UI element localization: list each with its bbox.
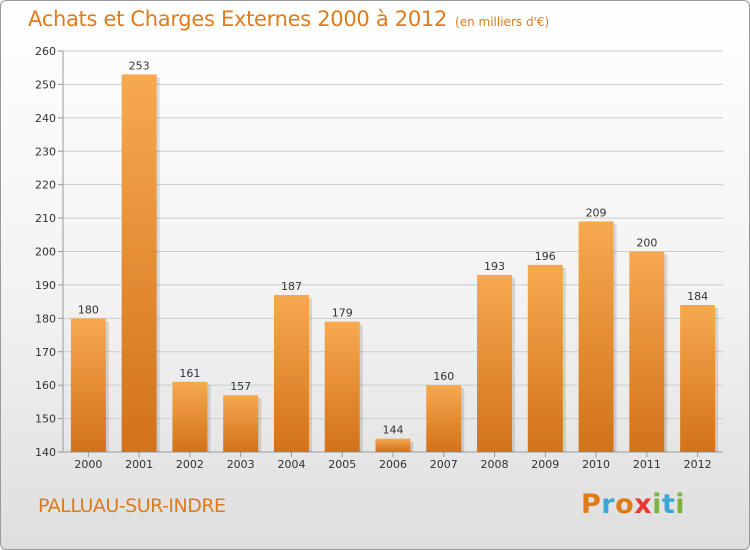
bar-2011[interactable] xyxy=(629,251,665,453)
x-tick-label-2004: 2004 xyxy=(277,458,305,471)
grid-layer xyxy=(63,50,723,453)
logo-letter: i xyxy=(675,489,686,520)
place-name: PALLUAU-SUR-INDRE xyxy=(38,495,226,517)
x-tick-label-2011: 2011 xyxy=(633,458,661,471)
y-tick-label-260: 260 xyxy=(35,45,56,58)
axis-layer: 140 150 160 170 180 190 200 210 220 230 240 250 260 2… xyxy=(35,45,723,471)
bar-2006[interactable] xyxy=(375,438,411,452)
data-label-2012: 184 xyxy=(687,290,708,303)
y-tick-label-190: 190 xyxy=(35,279,56,292)
x-tick-label-2001: 2001 xyxy=(125,458,153,471)
y-tick-label-210: 210 xyxy=(35,212,56,225)
x-tick-label-2010: 2010 xyxy=(582,458,610,471)
data-label-2004: 187 xyxy=(281,280,302,293)
bar-2002[interactable] xyxy=(172,381,208,452)
bar-2009[interactable] xyxy=(527,264,563,452)
bar-2004[interactable] xyxy=(273,294,309,452)
x-tick-label-2009: 2009 xyxy=(531,458,559,471)
data-label-2010: 209 xyxy=(586,206,607,219)
x-tick-label-2012: 2012 xyxy=(684,458,712,471)
y-tick-label-150: 150 xyxy=(35,413,56,426)
proxiti-logo[interactable]: Proxiti xyxy=(581,489,685,520)
y-tick-label-140: 140 xyxy=(35,446,56,459)
data-label-2007: 160 xyxy=(433,370,454,383)
x-tick-label-2007: 2007 xyxy=(430,458,458,471)
logo-letter: x xyxy=(634,489,653,520)
bar-2007[interactable] xyxy=(426,385,462,452)
data-label-2005: 179 xyxy=(332,307,353,320)
logo-letter: r xyxy=(601,489,616,520)
data-label-2008: 193 xyxy=(484,260,505,273)
logo-letter: o xyxy=(615,489,635,520)
data-label-2011: 200 xyxy=(636,237,657,250)
data-label-2003: 157 xyxy=(230,380,251,393)
y-tick-label-200: 200 xyxy=(35,246,56,259)
x-tick-label-2000: 2000 xyxy=(74,458,102,471)
bar-2012[interactable] xyxy=(680,304,716,452)
bar-2001[interactable] xyxy=(121,74,157,453)
x-tick-label-2002: 2002 xyxy=(176,458,204,471)
logo-letter: i xyxy=(652,489,662,520)
label-layer: 180 253 161 157 187 179 144 160 193 196 209 200 184 xyxy=(78,59,708,436)
bar-2003[interactable] xyxy=(223,395,259,452)
bar-2010[interactable] xyxy=(578,221,614,452)
y-tick-label-220: 220 xyxy=(35,179,56,192)
data-label-2002: 161 xyxy=(179,367,200,380)
data-label-2009: 196 xyxy=(535,250,556,263)
chart-title: Achats et Charges Externes 2000 à 2012 (e… xyxy=(28,7,549,31)
logo-letter: t xyxy=(661,489,676,520)
chart-title-unit: (en milliers d'€) xyxy=(455,15,550,29)
x-tick-label-2008: 2008 xyxy=(481,458,509,471)
x-tick-label-2005: 2005 xyxy=(328,458,356,471)
data-label-2001: 253 xyxy=(129,59,150,72)
x-tick-label-2006: 2006 xyxy=(379,458,407,471)
bar-2008[interactable] xyxy=(477,274,513,452)
x-tick-label-2003: 2003 xyxy=(227,458,255,471)
y-tick-label-160: 160 xyxy=(35,379,56,392)
logo-letter: P xyxy=(581,489,602,520)
y-tick-label-240: 240 xyxy=(35,112,56,125)
bar-2005[interactable] xyxy=(324,321,360,452)
bar-layer xyxy=(70,74,719,453)
bar-2000[interactable] xyxy=(70,318,106,452)
data-label-2000: 180 xyxy=(78,303,99,316)
y-tick-label-180: 180 xyxy=(35,312,56,325)
data-label-2006: 144 xyxy=(383,424,404,437)
y-tick-label-230: 230 xyxy=(35,145,56,158)
chart-title-main: Achats et Charges Externes 2000 à 2012 xyxy=(28,7,448,31)
y-tick-label-250: 250 xyxy=(35,78,56,91)
y-tick-label-170: 170 xyxy=(35,346,56,359)
